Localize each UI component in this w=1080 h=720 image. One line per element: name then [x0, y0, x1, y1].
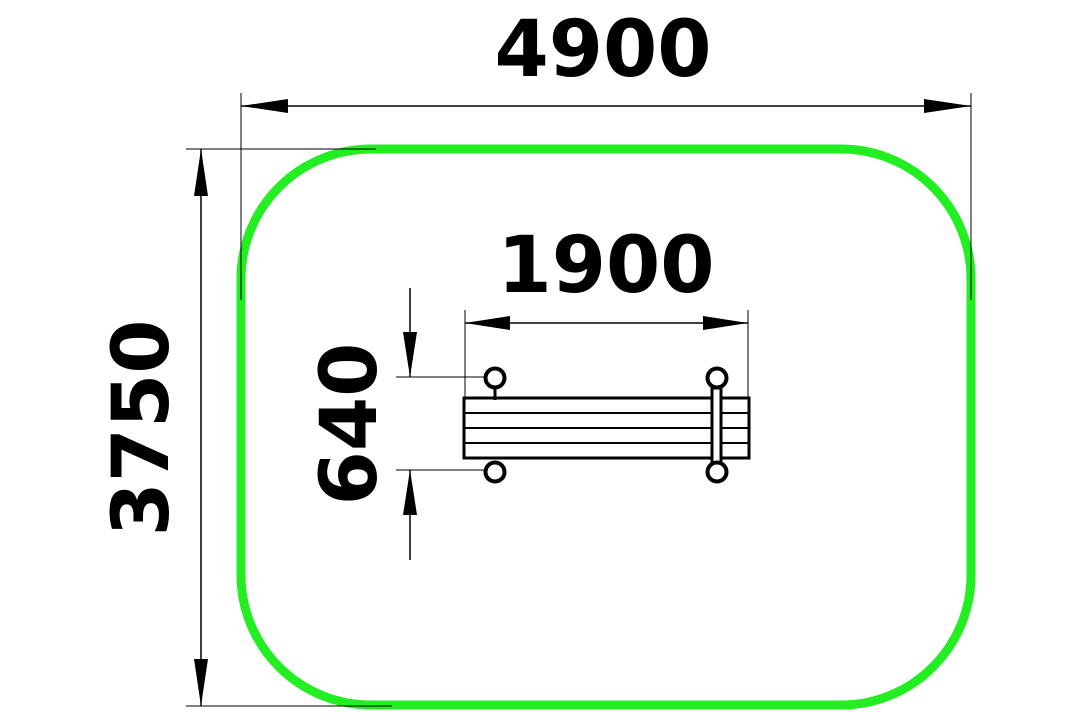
- arrowhead-bottom: [194, 659, 208, 706]
- bench-width-dimension: 640: [305, 288, 494, 560]
- arrowhead-bottom: [403, 470, 417, 515]
- overall-width-label: 4900: [494, 5, 711, 95]
- leg-foot-top-right: [705, 366, 729, 390]
- bench-length-label: 1900: [497, 221, 714, 311]
- leg-foot-bottom-right: [705, 460, 729, 484]
- arrowhead-right: [924, 99, 971, 113]
- arrowhead-top: [403, 332, 417, 377]
- bench-width-label: 640: [305, 343, 395, 506]
- arrowhead-left: [241, 99, 288, 113]
- overall-depth-dimension: 3750: [97, 148, 392, 707]
- arrowhead-right: [703, 316, 748, 330]
- safety-zone-outline: [236, 144, 976, 710]
- overall-width-dimension: 4900: [240, 5, 972, 300]
- leg-foot-bottom-left: [483, 460, 507, 484]
- bench-plan: [462, 366, 751, 484]
- leg-post-right: [710, 386, 723, 466]
- leg-foot-top-left: [483, 366, 507, 390]
- bench-length-dimension: 1900: [464, 221, 749, 398]
- arrowhead-top: [194, 149, 208, 196]
- overall-depth-label: 3750: [97, 319, 187, 536]
- arrowhead-left: [465, 316, 510, 330]
